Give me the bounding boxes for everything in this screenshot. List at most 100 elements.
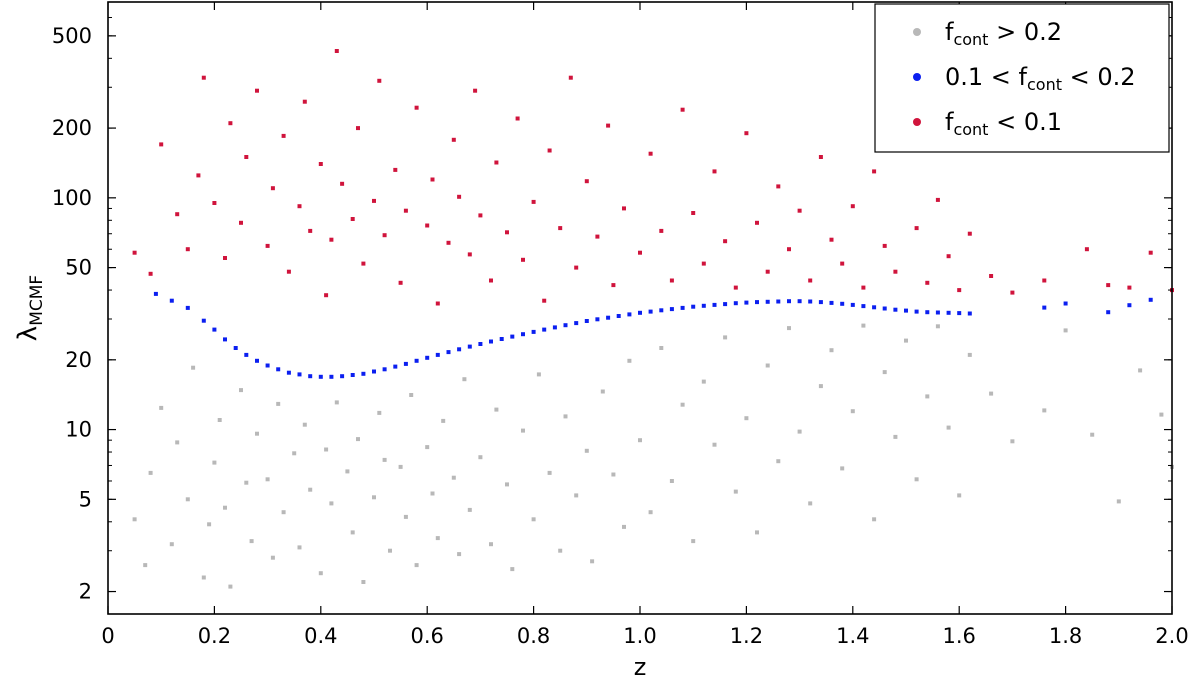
data-point [239, 388, 243, 393]
x-tick-label: 1.2 [730, 624, 763, 648]
data-point [223, 337, 227, 342]
y-axis: 2 5 10 20 50 100 200 500 [52, 1, 1172, 604]
data-point [680, 107, 685, 112]
x-tick-label: 0.6 [410, 624, 443, 648]
data-point [318, 374, 323, 379]
data-point [595, 317, 600, 322]
data-point [398, 464, 403, 469]
data-point [467, 507, 472, 512]
data-point [893, 307, 898, 312]
y-tick-label: 10 [65, 418, 92, 442]
data-point [648, 309, 653, 314]
data-point [723, 239, 728, 244]
data-point [297, 372, 302, 377]
data-point [292, 451, 297, 456]
data-point [638, 310, 642, 315]
data-point [547, 148, 552, 153]
data-point [255, 358, 259, 363]
data-point [669, 479, 674, 483]
y-tick-label: 500 [52, 24, 92, 48]
data-point [946, 310, 951, 315]
data-point [435, 536, 440, 541]
data-point [893, 269, 898, 274]
data-point [276, 401, 281, 406]
data-point [957, 311, 962, 316]
data-point [558, 548, 563, 553]
data-point [377, 78, 382, 83]
legend-label-3: fcont < 0.1 [945, 108, 1062, 139]
y-tick-label: 20 [65, 348, 92, 372]
data-point [904, 308, 908, 313]
x-tick-label: 0.2 [198, 624, 231, 648]
data-point [159, 405, 164, 410]
data-point [196, 173, 201, 178]
data-point [712, 169, 717, 174]
data-point [132, 250, 137, 255]
data-point [723, 302, 728, 307]
data-point [787, 326, 791, 331]
data-point [239, 220, 243, 225]
data-point [521, 332, 525, 337]
data-point [377, 410, 382, 415]
data-point [430, 177, 435, 182]
y-axis-label-sub: MCMF [27, 275, 47, 326]
data-point [201, 75, 206, 80]
data-point [691, 304, 696, 309]
legend-marker-3 [913, 118, 921, 126]
data-point [489, 542, 493, 547]
data-point [308, 487, 313, 492]
data-point [467, 344, 472, 349]
data-point [478, 213, 483, 218]
data-point [765, 269, 770, 274]
data-point [223, 256, 227, 260]
data-point [659, 346, 664, 350]
data-point [840, 261, 845, 266]
data-point [318, 162, 323, 166]
y-tick-label: 5 [79, 487, 92, 511]
data-point [148, 271, 153, 276]
data-point [1010, 439, 1015, 444]
data-point [733, 301, 738, 306]
data-point [425, 355, 430, 360]
data-point [904, 338, 908, 343]
data-point [574, 265, 579, 270]
legend-label-1: fcont > 0.2 [945, 18, 1062, 49]
legend-box [874, 3, 1170, 153]
data-point [153, 291, 158, 296]
data-point [765, 299, 770, 304]
data-point [701, 303, 706, 308]
data-point [787, 299, 791, 304]
data-point [308, 374, 313, 379]
data-point [659, 308, 664, 313]
data-point [744, 131, 749, 136]
data-point [185, 305, 190, 310]
series-2 [153, 291, 1153, 379]
data-point [324, 447, 329, 452]
data-point [228, 584, 233, 589]
y-tick-label: 200 [52, 116, 92, 140]
x-tick-label: 1.6 [942, 624, 975, 648]
data-point [233, 346, 238, 350]
data-point [435, 352, 440, 357]
data-point [808, 299, 813, 304]
data-point [382, 367, 387, 372]
data-point [414, 563, 419, 568]
data-point [340, 181, 345, 186]
data-point [478, 455, 483, 460]
data-point [393, 364, 398, 369]
data-point [185, 497, 190, 502]
data-point [462, 377, 467, 382]
data-point [882, 370, 887, 375]
data-point [382, 233, 387, 238]
data-point [563, 414, 568, 419]
data-point [350, 373, 355, 377]
data-point [1063, 301, 1068, 306]
data-point [361, 261, 366, 266]
x-tick-label: 0 [101, 624, 114, 648]
data-point [297, 545, 302, 550]
x-axis: 0 0.2 0.4 0.6 0.8 1.0 1.2 1.4 1.6 1.8 2.0 [101, 2, 1189, 648]
data-point [850, 409, 855, 414]
data-point [1042, 408, 1047, 413]
data-point [558, 226, 563, 231]
data-point [414, 105, 419, 110]
